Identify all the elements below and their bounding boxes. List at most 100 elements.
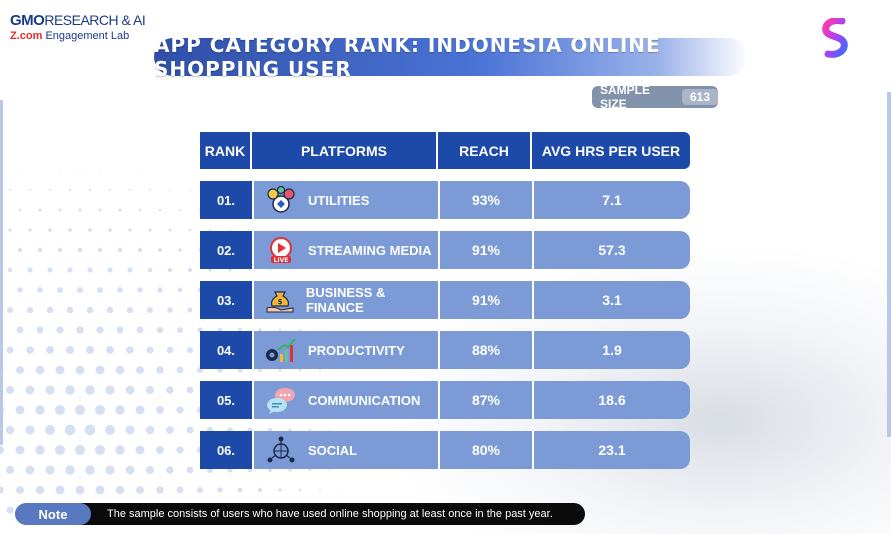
background-dot — [39, 170, 41, 171]
background-dot — [208, 268, 212, 272]
background-dot — [95, 365, 105, 375]
background-dot — [28, 188, 32, 192]
background-dot — [115, 405, 125, 415]
background-dot — [167, 307, 173, 313]
background-dot — [156, 486, 164, 494]
background-dot — [45, 425, 55, 435]
row-platform: UTILITIES — [252, 181, 438, 219]
background-dot — [45, 465, 55, 475]
background-dot — [228, 268, 232, 272]
row-rank: 05. — [200, 381, 252, 419]
svg-text:$: $ — [278, 298, 283, 306]
background-dot — [7, 307, 13, 313]
background-dot — [117, 287, 123, 293]
background-dot — [288, 428, 292, 432]
background-dot — [15, 405, 25, 415]
background-dot — [149, 189, 151, 191]
note-bar: Note The sample consists of users who ha… — [15, 503, 585, 525]
row-platform-label: SOCIAL — [308, 442, 358, 458]
background-dot — [26, 346, 34, 354]
row-avg-hrs: 7.1 — [532, 181, 690, 219]
background-dot — [117, 247, 123, 253]
background-dot — [186, 346, 194, 354]
row-avg-hrs: 57.3 — [532, 231, 690, 269]
background-dot — [339, 369, 341, 371]
background-dot — [176, 366, 184, 374]
row-reach: 88% — [438, 331, 532, 369]
background-dot — [189, 189, 191, 191]
background-dot — [0, 446, 4, 454]
background-dot — [16, 366, 24, 374]
background-dot — [59, 170, 61, 171]
right-accent-bar — [887, 92, 891, 437]
background-dot — [298, 488, 302, 492]
background-dot — [157, 287, 163, 293]
sample-size-badge: SAMPLE SIZE 613 — [592, 83, 718, 111]
background-dot — [5, 425, 15, 435]
background-dot — [65, 465, 75, 475]
background-dot — [115, 365, 125, 375]
background-dot — [186, 466, 194, 474]
background-dot — [186, 386, 194, 394]
background-dot — [18, 208, 22, 212]
row-avg-hrs: 3.1 — [532, 281, 690, 319]
background-dot — [168, 228, 172, 232]
background-dot — [76, 326, 84, 334]
background-dot — [158, 208, 162, 212]
background-dot — [115, 485, 125, 495]
row-platform: LIVE STREAMING MEDIA — [252, 231, 438, 269]
background-dot — [0, 486, 4, 494]
background-dot — [108, 188, 112, 192]
background-dot — [136, 366, 144, 374]
background-dot — [118, 208, 122, 212]
background-dot — [329, 469, 331, 471]
background-dot — [15, 445, 25, 455]
background-dot — [84, 424, 96, 436]
background-dot — [138, 208, 142, 212]
table-row: 02. LIVE STREAMING MEDIA 91% 57.3 — [200, 231, 690, 269]
background-dot — [319, 489, 321, 491]
background-dot — [46, 346, 54, 354]
background-dot — [108, 228, 112, 232]
background-dot — [146, 346, 154, 354]
background-dot — [298, 328, 302, 332]
background-dot — [85, 385, 95, 395]
header-reach: REACH — [438, 132, 532, 169]
background-dot — [47, 267, 53, 273]
background-dot — [77, 287, 83, 293]
table-row: 04. PRODUCTIVITY 88% 1.9 — [200, 331, 690, 369]
background-dot — [178, 248, 182, 252]
row-platform: SOCIAL — [252, 431, 438, 469]
background-dot — [128, 228, 132, 232]
note-label: Note — [15, 503, 91, 525]
background-dot — [78, 208, 82, 212]
row-platform-label: BUSINESS & FINANCE — [305, 285, 386, 315]
company-logo: GMORESEARCH & AI Z.com Engagement Lab — [10, 12, 146, 42]
background-dot — [88, 188, 92, 192]
background-dot — [56, 326, 64, 334]
row-platform-label: PRODUCTIVITY — [308, 342, 405, 358]
background-dot — [97, 287, 103, 293]
background-dot — [298, 368, 302, 372]
background-dot — [208, 228, 212, 232]
background-dot — [137, 287, 143, 293]
background-dot — [125, 425, 135, 435]
background-dot — [186, 426, 194, 434]
row-platform: PRODUCTIVITY — [252, 331, 438, 369]
background-dot — [86, 306, 94, 314]
rank-table: RANK PLATFORMS REACH AVG HRS PER USER 01… — [200, 132, 690, 481]
money-bag-hand-icon: $ — [264, 285, 296, 315]
background-dot — [65, 385, 75, 395]
row-platform: COMMUNICATION — [252, 381, 438, 419]
background-dot — [105, 425, 115, 435]
background-dot — [137, 247, 143, 253]
background-dot — [139, 170, 141, 171]
background-dot — [258, 328, 262, 332]
background-dot — [99, 170, 101, 171]
background-dot — [158, 248, 162, 252]
background-dot — [16, 326, 24, 334]
background-dot — [145, 465, 155, 475]
background-dot — [46, 306, 54, 314]
row-reach: 87% — [438, 381, 532, 419]
background-dot — [57, 287, 63, 293]
